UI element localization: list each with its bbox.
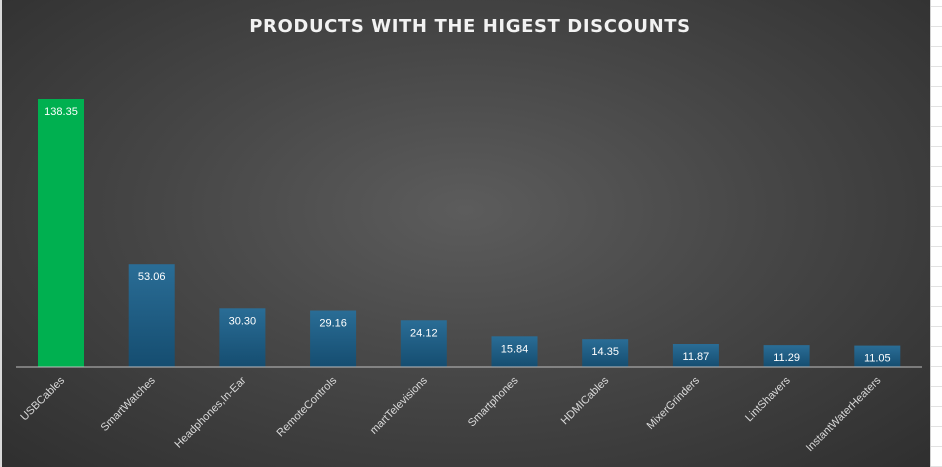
bar-9 [854, 345, 901, 367]
bar-8 [763, 345, 810, 367]
sheet-gridline [931, 446, 942, 447]
spreadsheet-grid-strip [930, 0, 942, 467]
bar-7 [672, 344, 719, 367]
x-tick-label: SmartWatches [99, 374, 159, 434]
sheet-gridline [931, 246, 942, 247]
sheet-gridline [931, 6, 942, 7]
bar-value-label: 24.12 [410, 327, 438, 339]
sheet-edge [0, 0, 2, 467]
sheet-gridline [931, 286, 942, 287]
x-tick-label: Smartphones [466, 374, 521, 429]
bar-2 [219, 308, 266, 367]
bar-value-label: 53.06 [138, 271, 166, 283]
bar-4 [400, 320, 447, 367]
bar-6 [582, 339, 629, 367]
sheet-gridline [931, 106, 942, 107]
bar-value-label: 15.84 [501, 343, 529, 355]
x-tick-label: MixerGrinders [645, 374, 703, 432]
sheet-gridline [931, 126, 942, 127]
chart-title: PRODUCTS WITH THE HIGEST DISCOUNTS [249, 16, 691, 37]
x-tick-label: LintShavers [743, 374, 793, 424]
sheet-gridline [931, 186, 942, 187]
x-tick-label: martTelevisions [368, 374, 430, 436]
bar-value-label: 29.16 [319, 318, 347, 330]
sheet-gridline [931, 86, 942, 87]
x-tick-label: InstantWaterHeaters [804, 374, 884, 454]
x-tick-label: USBCables [18, 374, 67, 423]
sheet-gridline [931, 266, 942, 267]
x-tick-label: Headphones,In-Ear [173, 374, 249, 450]
bar-value-label: 14.35 [591, 346, 619, 358]
sheet-gridline [931, 326, 942, 327]
sheet-gridline [931, 166, 942, 167]
x-tick-label: RemoteControls [275, 374, 340, 439]
x-tick-label: HDMICables [559, 374, 612, 427]
bar-5 [491, 336, 538, 367]
bar-value-label: 11.05 [864, 353, 891, 365]
bar-value-label: 138.35 [44, 106, 78, 118]
sheet-gridline [931, 426, 942, 427]
sheet-gridline [931, 26, 942, 27]
bar-value-label: 30.30 [229, 315, 257, 327]
bar-value-label: 11.29 [773, 352, 800, 364]
sheet-gridline [931, 46, 942, 47]
sheet-gridline [931, 306, 942, 307]
bar-3 [310, 310, 357, 367]
bar-value-label: 11.87 [683, 351, 710, 363]
bar-0 [38, 99, 84, 367]
sheet-gridline [931, 406, 942, 407]
sheet-gridline [931, 386, 942, 387]
sheet-gridline [931, 206, 942, 207]
sheet-gridline [931, 146, 942, 147]
sheet-gridline [931, 66, 942, 67]
sheet-gridline [931, 366, 942, 367]
bar-1 [128, 264, 175, 367]
sheet-gridline [931, 346, 942, 347]
sheet-gridline [931, 226, 942, 227]
